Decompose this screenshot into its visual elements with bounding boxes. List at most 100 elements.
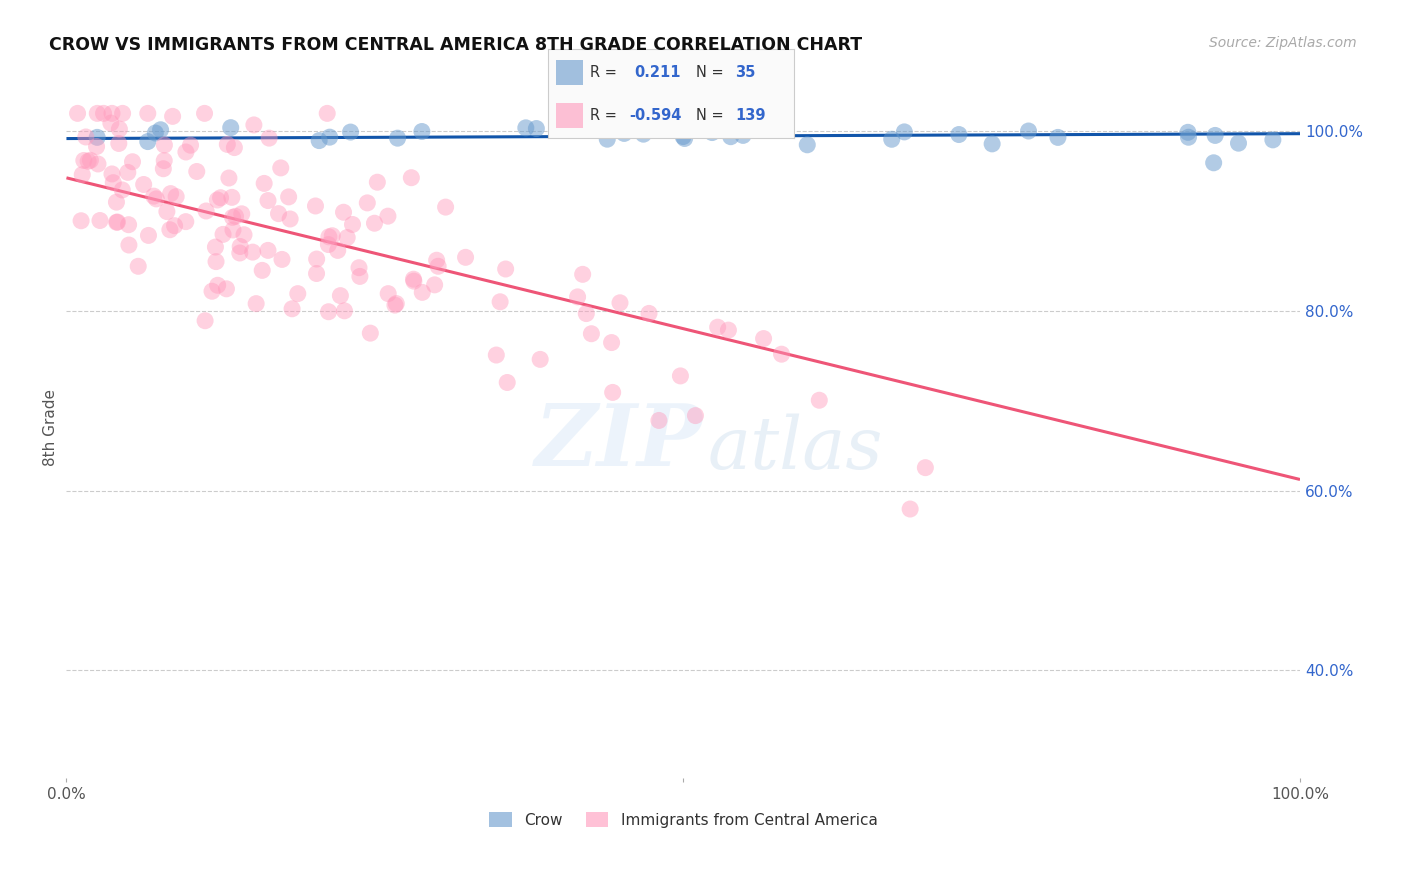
Point [136,106,159,120]
Point [717,323,740,337]
Point [86,106,108,120]
Point [107,215,129,229]
Point [70,168,93,182]
Point [321,228,343,243]
Point [316,106,339,120]
Point [145,192,167,206]
Point [117,165,139,179]
Point [1046,130,1069,145]
Point [318,229,340,244]
Point [270,161,292,175]
Point [257,131,280,145]
Point [387,131,409,145]
Point [66,106,89,120]
Point [1227,136,1250,150]
Point [1018,124,1040,138]
Text: ZIP: ZIP [536,401,703,483]
Point [363,216,385,230]
Point [229,246,252,260]
Point [281,301,304,316]
Point [685,409,707,423]
Point [489,294,512,309]
Point [201,284,224,298]
Point [305,252,328,266]
Point [567,290,589,304]
Point [75,130,97,145]
Point [384,298,406,312]
Point [207,278,229,293]
Point [633,127,655,141]
Point [86,130,108,145]
Point [257,194,280,208]
Point [212,227,235,242]
Point [149,122,172,136]
Point [1261,133,1284,147]
Legend: Crow, Immigrants from Central America: Crow, Immigrants from Central America [482,805,883,834]
Point [524,121,547,136]
Point [219,120,242,135]
Point [153,138,176,153]
Point [981,136,1004,151]
Point [326,244,349,258]
Text: Source: ZipAtlas.com: Source: ZipAtlas.com [1209,36,1357,50]
Point [73,153,96,168]
Point [700,126,723,140]
Point [401,170,423,185]
Point [267,206,290,220]
Point [495,262,517,277]
Text: 139: 139 [735,108,766,122]
Point [174,214,197,228]
Point [485,348,508,362]
Point [242,245,264,260]
Text: 0.211: 0.211 [634,65,681,79]
Point [402,274,425,288]
Point [669,368,692,383]
Point [186,164,208,178]
Point [153,153,176,168]
Point [575,307,598,321]
Text: N =: N = [696,65,724,79]
Point [217,137,239,152]
Text: 35: 35 [735,65,755,79]
Point [162,109,184,123]
Point [193,106,215,120]
Point [93,106,115,120]
Point [195,204,218,219]
Point [165,189,187,203]
Text: atlas: atlas [707,414,883,484]
Point [385,296,408,310]
Point [356,195,378,210]
Text: -0.594: -0.594 [630,108,682,122]
Point [377,286,399,301]
Point [731,128,754,143]
Point [159,186,181,201]
Point [336,230,359,244]
Point [271,252,294,267]
Point [366,175,388,189]
Point [305,267,328,281]
Point [496,376,519,390]
Point [117,218,139,232]
Point [359,326,381,340]
Point [105,195,128,210]
Point [152,161,174,176]
Point [138,228,160,243]
Point [79,153,101,168]
Point [609,295,631,310]
Point [1177,125,1199,139]
Point [277,190,299,204]
Point [318,130,340,145]
Point [333,303,356,318]
Point [596,132,619,146]
Point [600,335,623,350]
Point [163,219,186,233]
Point [245,296,267,310]
Point [221,190,243,204]
Point [454,250,477,264]
Point [332,205,354,219]
Text: R =: R = [591,65,617,79]
Point [581,326,603,341]
Point [101,106,124,120]
Point [571,268,593,282]
Point [142,189,165,203]
